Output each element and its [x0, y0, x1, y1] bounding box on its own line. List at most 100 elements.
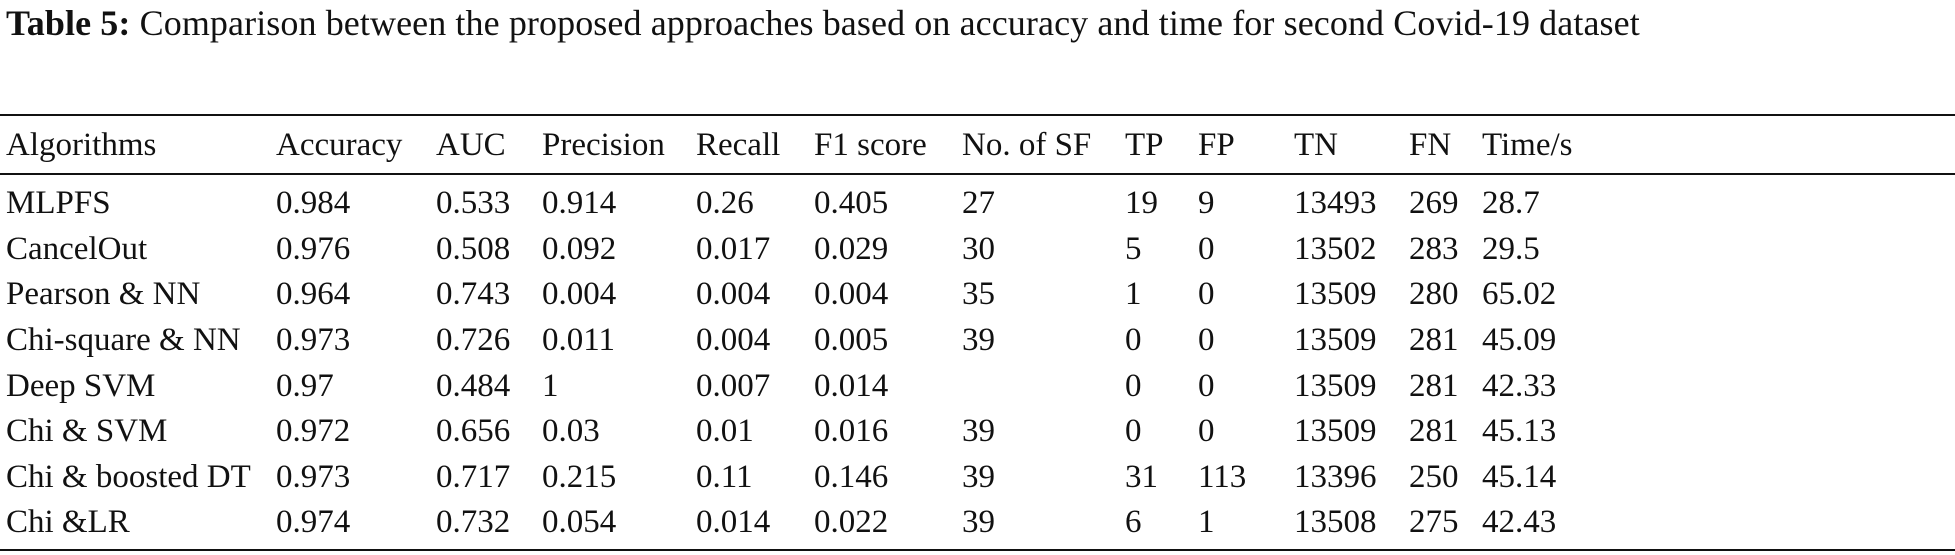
table-cell: 1	[1125, 276, 1142, 313]
column-header: No. of SF	[962, 126, 1092, 163]
table-cell: 0.717	[436, 458, 511, 495]
table-cell: 0.215	[542, 458, 617, 495]
table-row: Pearson & NN 0.964 0.743 0.004 0.004 0.004 35 1…	[0, 272, 1955, 318]
table-cell: 6	[1125, 504, 1142, 541]
table-cell: 0.984	[276, 185, 351, 222]
table-cell: 0.656	[436, 413, 511, 450]
table-caption: Table 5: Comparison between the proposed…	[6, 0, 1946, 46]
table-cell: 0.004	[814, 276, 889, 313]
table-cell: 0.011	[542, 322, 616, 359]
table-cell: 0.964	[276, 276, 351, 313]
table-cell: 0.007	[696, 367, 771, 404]
table-cell: 0.092	[542, 230, 617, 267]
table-cell: 42.33	[1482, 367, 1557, 404]
table-cell: 0.014	[814, 367, 889, 404]
top-rule	[0, 114, 1955, 116]
table-row: Chi & SVM 0.972 0.656 0.03 0.01 0.016 39 0 0 1350…	[0, 409, 1955, 455]
table-cell: 0.01	[696, 413, 754, 450]
column-header: Algorithms	[6, 126, 157, 163]
table-cell: 0.004	[542, 276, 617, 313]
table-cell: 1	[542, 367, 559, 404]
table-cell: 1	[1198, 504, 1215, 541]
table-cell: 269	[1409, 185, 1459, 222]
results-table: Algorithms Accuracy AUC Precision Recall F1 s…	[0, 119, 1955, 546]
algorithm-name-cell: Chi & boosted DT	[6, 458, 251, 495]
table-cell: 27	[962, 185, 995, 222]
table-cell: 45.13	[1482, 413, 1557, 450]
table-cell: 13396	[1294, 458, 1377, 495]
table-cell: 0.014	[696, 504, 771, 541]
table-cell: 0.054	[542, 504, 617, 541]
table-cell: 0.146	[814, 458, 889, 495]
table-cell: 0.97	[276, 367, 334, 404]
table-cell: 39	[962, 413, 995, 450]
table-cell: 0.029	[814, 230, 889, 267]
caption-label: Table 5:	[6, 3, 131, 43]
table-cell: 0.004	[696, 322, 771, 359]
table-cell: 281	[1409, 367, 1459, 404]
header-spacer	[0, 171, 1955, 181]
algorithm-name-cell: MLPFS	[6, 185, 111, 222]
table-cell: 13508	[1294, 504, 1377, 541]
table-cell: 45.14	[1482, 458, 1557, 495]
table-cell: 281	[1409, 322, 1459, 359]
table-cell: 0.974	[276, 504, 351, 541]
table-cell: 0	[1198, 276, 1215, 313]
table-cell: 0	[1125, 322, 1142, 359]
table-cell: 0	[1125, 367, 1142, 404]
table-cell: 45.09	[1482, 322, 1557, 359]
table-cell: 0.03	[542, 413, 600, 450]
table-cell: 30	[962, 230, 995, 267]
table-cell: 9	[1198, 185, 1215, 222]
table-cell: 0.973	[276, 458, 351, 495]
algorithm-name-cell: Deep SVM	[6, 367, 156, 404]
table-cell: 19	[1125, 185, 1158, 222]
table-cell: 113	[1198, 458, 1247, 495]
table-cell: 0	[1198, 413, 1215, 450]
table-cell: 280	[1409, 276, 1459, 313]
table-cell: 0.726	[436, 322, 511, 359]
table-cell: 39	[962, 322, 995, 359]
table-cell: 0.004	[696, 276, 771, 313]
table-cell	[962, 363, 1125, 409]
table-row: Chi &LR 0.974 0.732 0.054 0.014 0.022 39 6 1 1350…	[0, 500, 1955, 546]
table-cell: 0.405	[814, 185, 889, 222]
table-cell: 39	[962, 504, 995, 541]
table-cell: 0.743	[436, 276, 511, 313]
header-row: Algorithms Accuracy AUC Precision Recall F1 s…	[0, 119, 1955, 171]
table-cell: 0.508	[436, 230, 511, 267]
table-cell: 0.005	[814, 322, 889, 359]
table-cell: 281	[1409, 413, 1459, 450]
table-row: MLPFS 0.984 0.533 0.914 0.26 0.405 27 19 9 13493 2…	[0, 181, 1955, 227]
column-header: Precision	[542, 126, 665, 163]
header-rule	[0, 173, 1955, 175]
table-cell: 0	[1198, 367, 1215, 404]
table-cell: 13509	[1294, 322, 1377, 359]
column-header: FP	[1198, 126, 1235, 163]
table-cell: 275	[1409, 504, 1459, 541]
table-cell: 0.533	[436, 185, 511, 222]
table-cell: 0.016	[814, 413, 889, 450]
column-header: TP	[1125, 126, 1164, 163]
table-cell: 0	[1198, 230, 1215, 267]
table-cell: 0.017	[696, 230, 771, 267]
table-cell: 35	[962, 276, 995, 313]
table-body: MLPFS 0.984 0.533 0.914 0.26 0.405 27 19 9 13493 2…	[0, 181, 1955, 546]
table-row: Deep SVM 0.97 0.484 1 0.007 0.014 0 0 13509 281 42…	[0, 363, 1955, 409]
column-header: FN	[1409, 126, 1452, 163]
table-row: Chi-square & NN 0.973 0.726 0.011 0.004 0.005…	[0, 318, 1955, 364]
table-row: CancelOut 0.976 0.508 0.092 0.017 0.029 30 5 0 13…	[0, 227, 1955, 273]
column-header: Recall	[696, 126, 781, 163]
table-cell: 0.976	[276, 230, 351, 267]
table-cell: 65.02	[1482, 276, 1557, 313]
table-cell: 31	[1125, 458, 1158, 495]
table-cell: 0.732	[436, 504, 511, 541]
table-row: Chi & boosted DT 0.973 0.717 0.215 0.11 0.146…	[0, 455, 1955, 501]
table-cell: 29.5	[1482, 230, 1540, 267]
column-header: AUC	[436, 126, 506, 163]
table-cell: 0.914	[542, 185, 617, 222]
algorithm-name-cell: Pearson & NN	[6, 276, 201, 313]
algorithm-name-cell: Chi &LR	[6, 504, 130, 541]
table-cell: 0.022	[814, 504, 889, 541]
